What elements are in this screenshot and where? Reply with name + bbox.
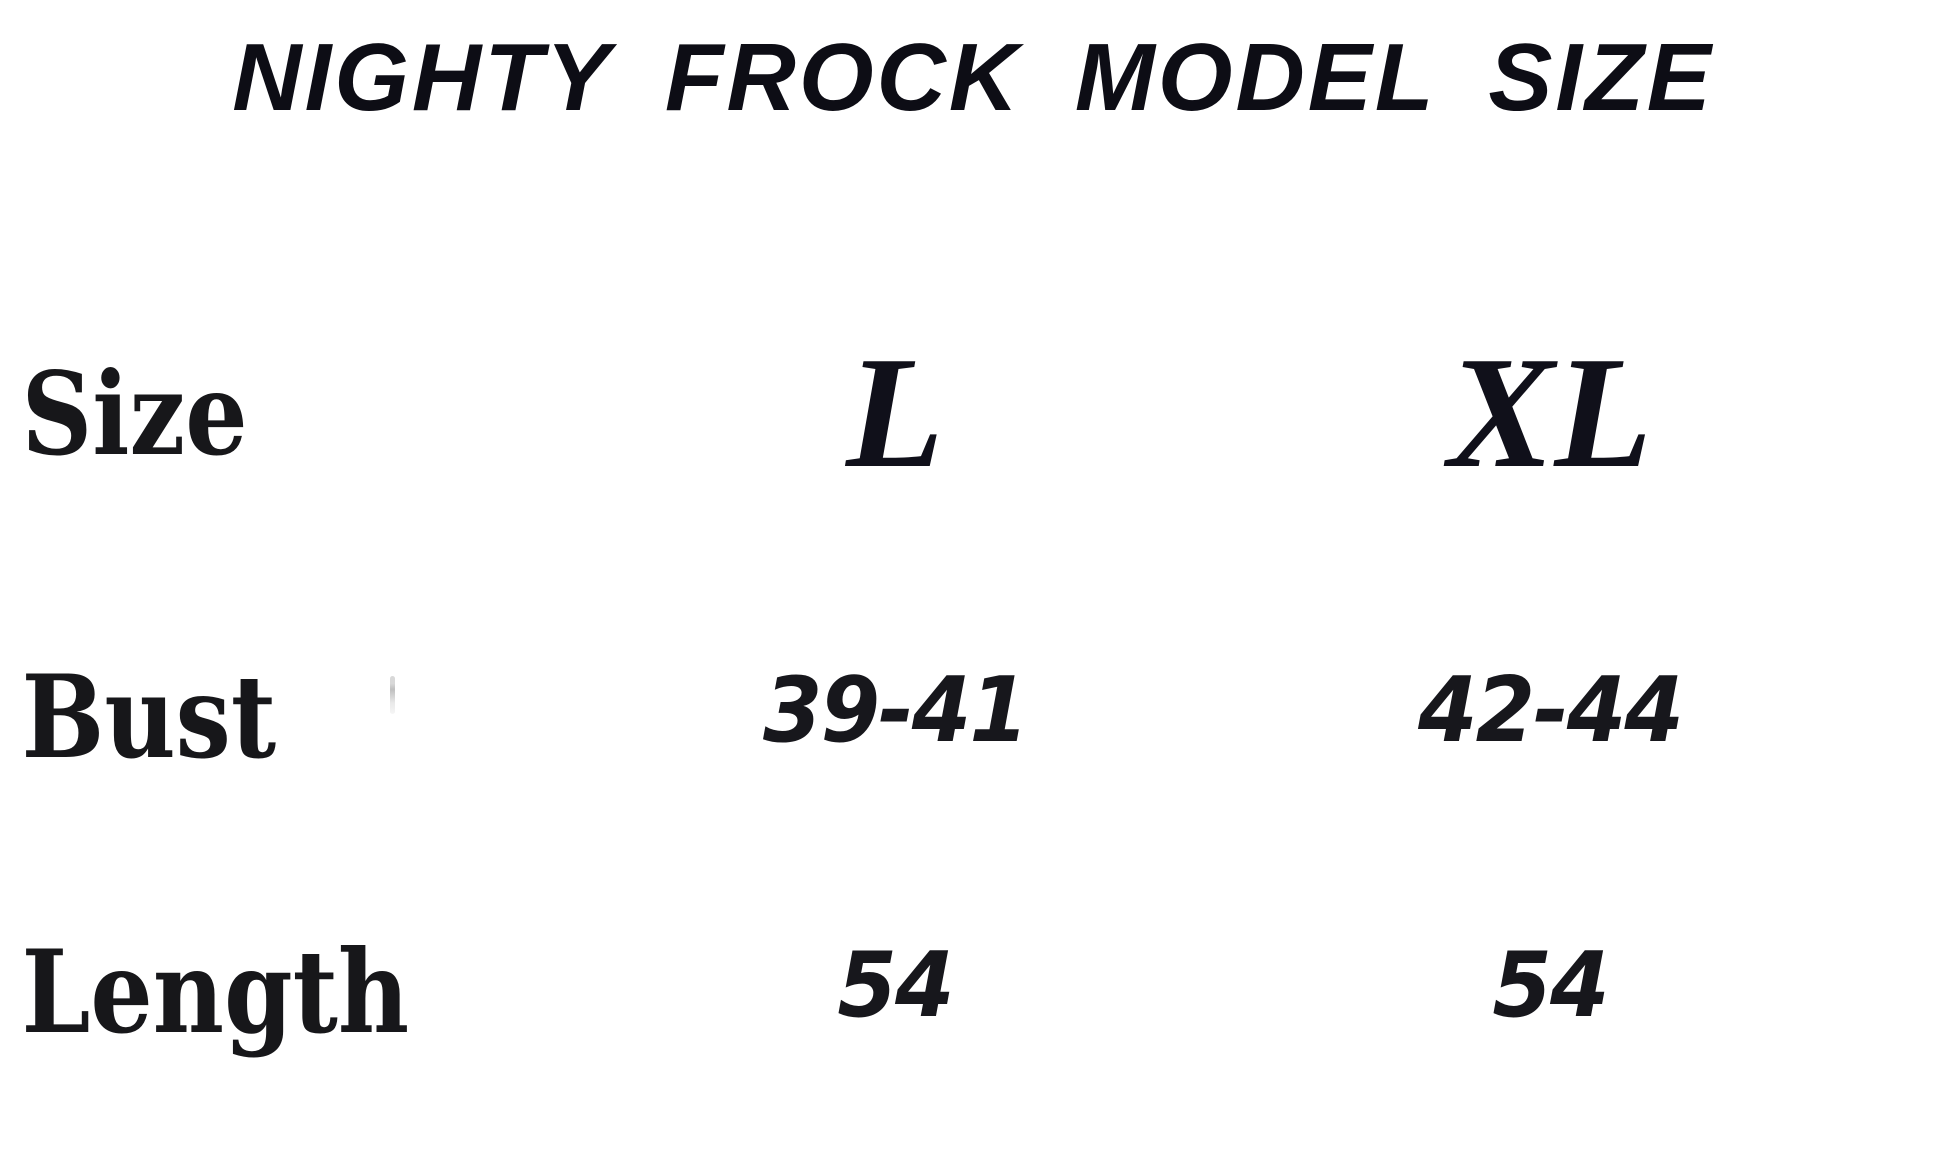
table-row-bust: Bust 39-41 42-44 <box>0 660 1946 774</box>
cell-bust-xl: 42-44 <box>1418 658 1684 763</box>
cell-size-xl: XL <box>1447 323 1653 501</box>
table-row-length: Length 54 54 <box>0 935 1946 1049</box>
cell-length-l: 54 <box>837 933 954 1038</box>
cell-bust-l: 39-41 <box>763 658 1029 763</box>
row-label-bust: Bust <box>21 650 277 784</box>
row-label-length: Length <box>21 925 410 1059</box>
smudge-artifact <box>390 676 395 714</box>
table-row-size: Size L XL <box>0 320 1946 492</box>
page-title: NIGHTY FROCK MODEL SIZE <box>232 24 1714 131</box>
cell-length-xl: 54 <box>1492 933 1609 1038</box>
row-label-size: Size <box>21 347 248 481</box>
cell-size-l: L <box>846 323 944 501</box>
